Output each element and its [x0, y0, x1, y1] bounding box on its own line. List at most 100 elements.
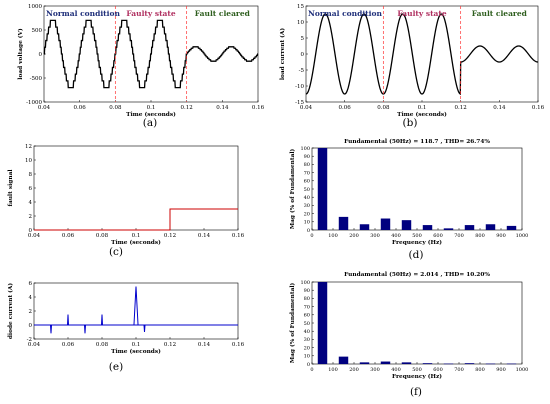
current-spike	[133, 286, 139, 326]
current-spike	[83, 324, 87, 334]
x-axis-label: Time (seconds)	[397, 111, 447, 118]
y-tick-label: -1000	[26, 100, 42, 106]
y-tick-label: 40	[304, 329, 310, 335]
bar	[443, 228, 454, 230]
y-axis-label: diode current (A)	[7, 283, 14, 340]
x-tick-label: 900	[496, 233, 506, 239]
x-tick-label: 400	[391, 233, 401, 239]
y-axis-label: Mag (% of Fundamental)	[289, 148, 296, 229]
bar	[485, 224, 496, 230]
condition-annotation: Faulty state	[397, 9, 447, 18]
x-axis-label: Time (seconds)	[111, 239, 161, 246]
bar	[422, 363, 433, 364]
bar	[401, 362, 412, 364]
x-tick-label: 0.12	[181, 105, 193, 111]
condition-annotation: Fault cleared	[472, 9, 528, 18]
y-tick-label: 6	[29, 186, 33, 192]
current-spike	[143, 324, 146, 333]
y-tick-label: 80	[304, 162, 310, 168]
x-tick-label: 0.06	[62, 342, 75, 348]
bar	[464, 225, 475, 230]
x-tick-label: 200	[349, 367, 359, 373]
y-tick-label: 5	[301, 36, 305, 42]
bar	[338, 356, 349, 364]
panel-label: (c)	[109, 246, 123, 258]
bar	[506, 363, 517, 365]
x-tick-label: 0.04	[28, 233, 41, 239]
y-tick-label: 30	[304, 203, 310, 209]
y-tick-label: 15	[297, 4, 304, 10]
y-tick-label: 0	[301, 52, 305, 58]
bar	[506, 225, 517, 230]
x-tick-label: 0.16	[232, 342, 245, 348]
x-tick-label: 0.08	[96, 233, 109, 239]
x-axis-label: Frequency (Hz)	[392, 373, 442, 380]
x-tick-label: 0.14	[216, 105, 229, 111]
panel-label: (b)	[403, 117, 418, 129]
condition-annotation: Faulty state	[126, 9, 176, 18]
y-tick-label: 1000	[28, 4, 42, 10]
x-tick-label: 100	[328, 233, 338, 239]
panel-label: (d)	[409, 249, 424, 261]
chart-title: Fundamental (50Hz) = 118.7 , THD= 26.74%	[344, 138, 490, 145]
y-tick-label: 90	[304, 154, 310, 160]
condition-annotation: Fault cleared	[195, 9, 251, 18]
x-tick-label: 800	[475, 367, 485, 373]
x-tick-label: 800	[475, 233, 485, 239]
y-tick-label: -10	[295, 84, 304, 90]
y-tick-label: -2	[27, 337, 32, 343]
bar	[359, 362, 370, 364]
x-tick-label: 0.06	[74, 105, 87, 111]
bar	[338, 216, 349, 230]
condition-annotation: Normal condition	[46, 9, 120, 18]
x-tick-label: 0.1	[132, 342, 141, 348]
y-tick-label: 70	[304, 304, 310, 310]
x-tick-label: 0.1	[418, 105, 427, 111]
panel-label: (a)	[143, 117, 157, 129]
x-tick-label: 0.12	[164, 233, 176, 239]
y-tick-label: 10	[25, 158, 32, 164]
plot-frame	[33, 145, 239, 231]
x-tick-label: 0.08	[96, 342, 109, 348]
panel-label: (e)	[109, 361, 123, 373]
x-tick-label: 0.14	[493, 105, 506, 111]
plot-frame	[311, 281, 523, 365]
x-tick-label: 0.04	[300, 105, 313, 111]
y-tick-label: 60	[304, 313, 310, 319]
x-tick-label: 0.04	[38, 105, 51, 111]
y-tick-label: 20	[304, 211, 310, 217]
x-tick-label: 300	[370, 233, 380, 239]
x-axis-label: Time (seconds)	[126, 111, 176, 118]
x-tick-label: 0.16	[232, 233, 245, 239]
y-tick-label: -15	[295, 100, 304, 106]
y-tick-label: 70	[304, 170, 310, 176]
y-tick-label: 10	[304, 220, 310, 226]
x-tick-label: 500	[412, 367, 422, 373]
x-tick-label: 0.1	[132, 233, 141, 239]
y-tick-label: 2	[29, 309, 33, 315]
series-line	[34, 208, 238, 231]
y-tick-label: 0	[39, 52, 43, 58]
y-tick-label: 0	[307, 228, 310, 234]
x-tick-label: 0.08	[109, 105, 122, 111]
current-spike	[66, 314, 70, 326]
condition-annotation: Normal condition	[308, 9, 382, 18]
x-tick-label: 0.06	[62, 233, 75, 239]
y-tick-label: 0	[29, 228, 33, 234]
chart-title: Fundamental (50Hz) = 2.014 , THD= 10.20%	[344, 271, 490, 278]
bar	[401, 220, 412, 230]
bar	[464, 363, 475, 364]
y-tick-label: 0	[29, 323, 33, 329]
y-axis-label: fault signal	[8, 169, 14, 207]
x-tick-label: 0	[310, 233, 313, 239]
y-tick-label: 20	[304, 345, 310, 351]
bar	[380, 218, 391, 230]
x-tick-label: 0.14	[198, 342, 211, 348]
current-spike	[100, 314, 104, 326]
x-tick-label: 400	[391, 367, 401, 373]
x-tick-label: 200	[349, 233, 359, 239]
series-line	[305, 13, 539, 96]
y-tick-label: 0	[307, 362, 310, 368]
y-tick-label: 8	[29, 172, 33, 178]
y-tick-label: 100	[300, 146, 310, 152]
